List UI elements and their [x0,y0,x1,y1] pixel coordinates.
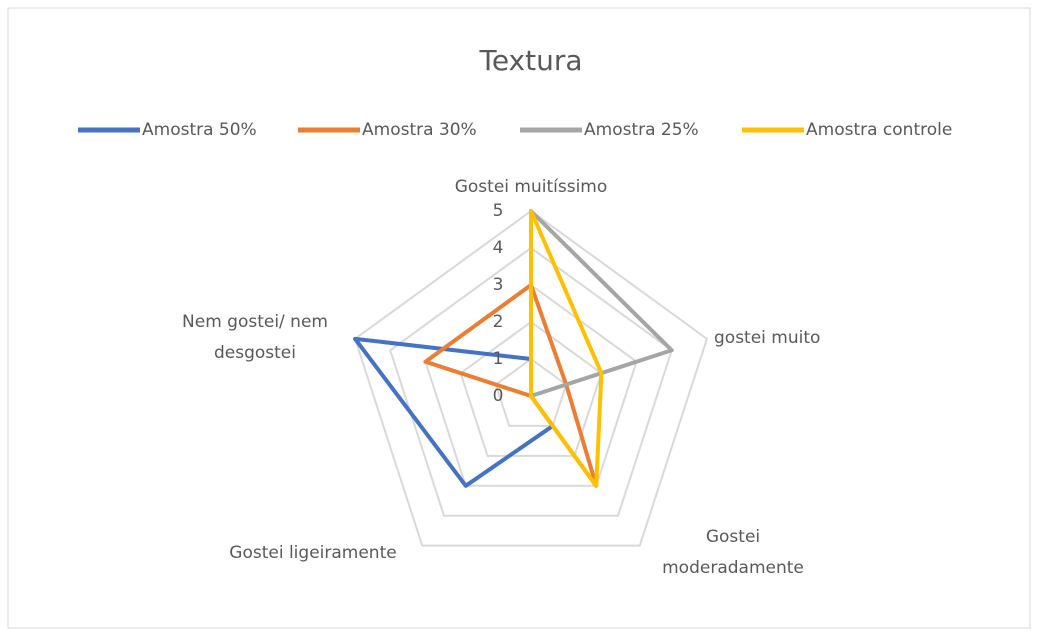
legend-label: Amostra 30% [362,120,477,140]
axis-tick-label: 2 [493,312,504,332]
grid-ring [459,320,603,457]
category-label: Nem gostei/ nem desgostei [182,312,328,363]
axis-tick-label: 3 [493,275,504,295]
grid-ring [389,246,673,517]
legend-label: Amostra controle [806,120,952,140]
axis-tick-label: 0 [493,386,504,406]
category-label: Gostei muitíssimo [455,177,608,197]
axis-tick-label: 4 [493,238,504,258]
legend-label: Amostra 25% [584,120,699,140]
legend-label: Amostra 50% [142,120,257,140]
category-label: gostei muito [714,328,820,348]
chart-frame [7,7,1031,629]
chart-title: Textura [478,44,582,77]
series-line [529,209,604,488]
grid-ring [494,357,568,427]
axis-tick-label: 1 [493,349,504,369]
category-label: Gostei moderadamente [662,527,804,578]
category-label: Gostei ligeiramente [229,543,396,563]
grid-ring [353,209,709,547]
axis-tick-label: 5 [493,201,504,221]
